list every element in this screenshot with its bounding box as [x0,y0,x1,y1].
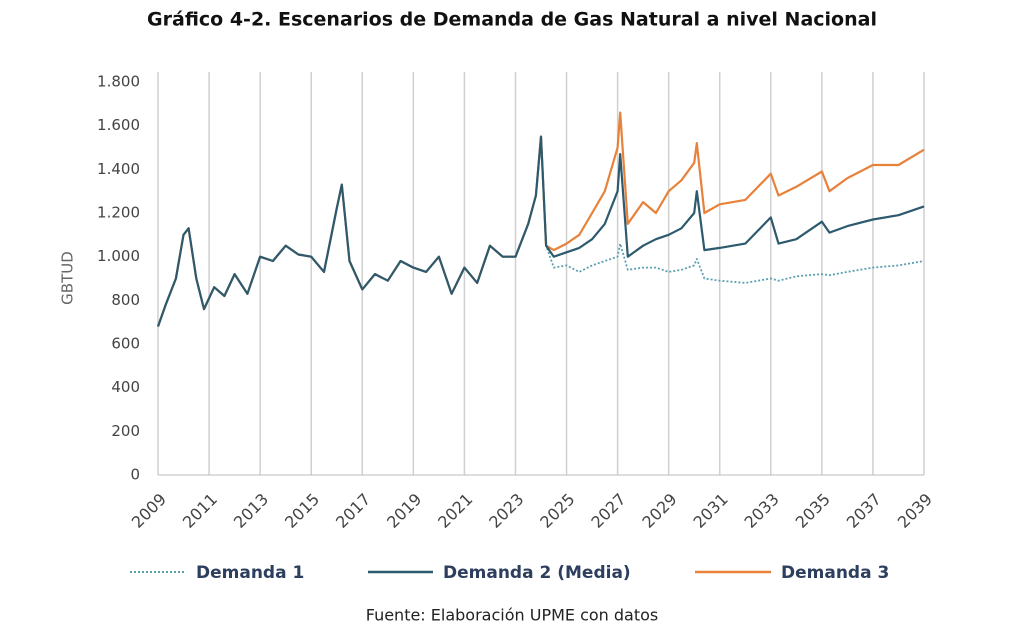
y-tick-label: 800 [111,291,140,309]
y-tick-label: 1.400 [97,160,140,178]
y-tick-label: 1.800 [97,73,140,91]
series-line [156,135,925,327]
y-tick-label: 600 [111,335,140,353]
source-note: Fuente: Elaboración UPME con datos [366,606,659,625]
x-tick-label: 2031 [690,490,732,532]
y-axis-label: GBTUD [59,251,77,305]
x-tick-label: 2021 [434,490,476,532]
x-tick-label: 2009 [128,490,170,532]
x-tick-label: 2011 [179,490,221,532]
x-tick-label: 2029 [638,490,680,532]
y-tick-label: 1.200 [97,204,140,222]
x-tick-label: 2037 [843,490,885,532]
legend-label: Demanda 2 (Media) [443,563,631,583]
y-tick-label: 1.600 [97,116,140,134]
x-tick-label: 2017 [332,490,374,532]
x-tick-label: 2027 [587,490,629,532]
y-tick-label: 0 [130,466,140,484]
y-tick-label: 400 [111,378,140,396]
x-tick-label: 2023 [485,490,527,532]
chart-title: Gráfico 4-2. Escenarios de Demanda de Ga… [147,9,877,31]
x-tick-label: 2013 [230,490,272,532]
x-tick-label: 2039 [894,490,936,532]
x-tick-label: 2025 [536,490,578,532]
y-tick-label: 1.000 [97,247,140,265]
x-tick-label: 2033 [741,490,783,532]
legend-label: Demanda 3 [781,563,889,583]
y-tick-label: 200 [111,422,140,440]
x-tick-label: 2035 [792,490,834,532]
legend-label: Demanda 1 [196,563,304,583]
x-tick-label: 2015 [281,490,323,532]
x-tick-label: 2019 [383,490,425,532]
